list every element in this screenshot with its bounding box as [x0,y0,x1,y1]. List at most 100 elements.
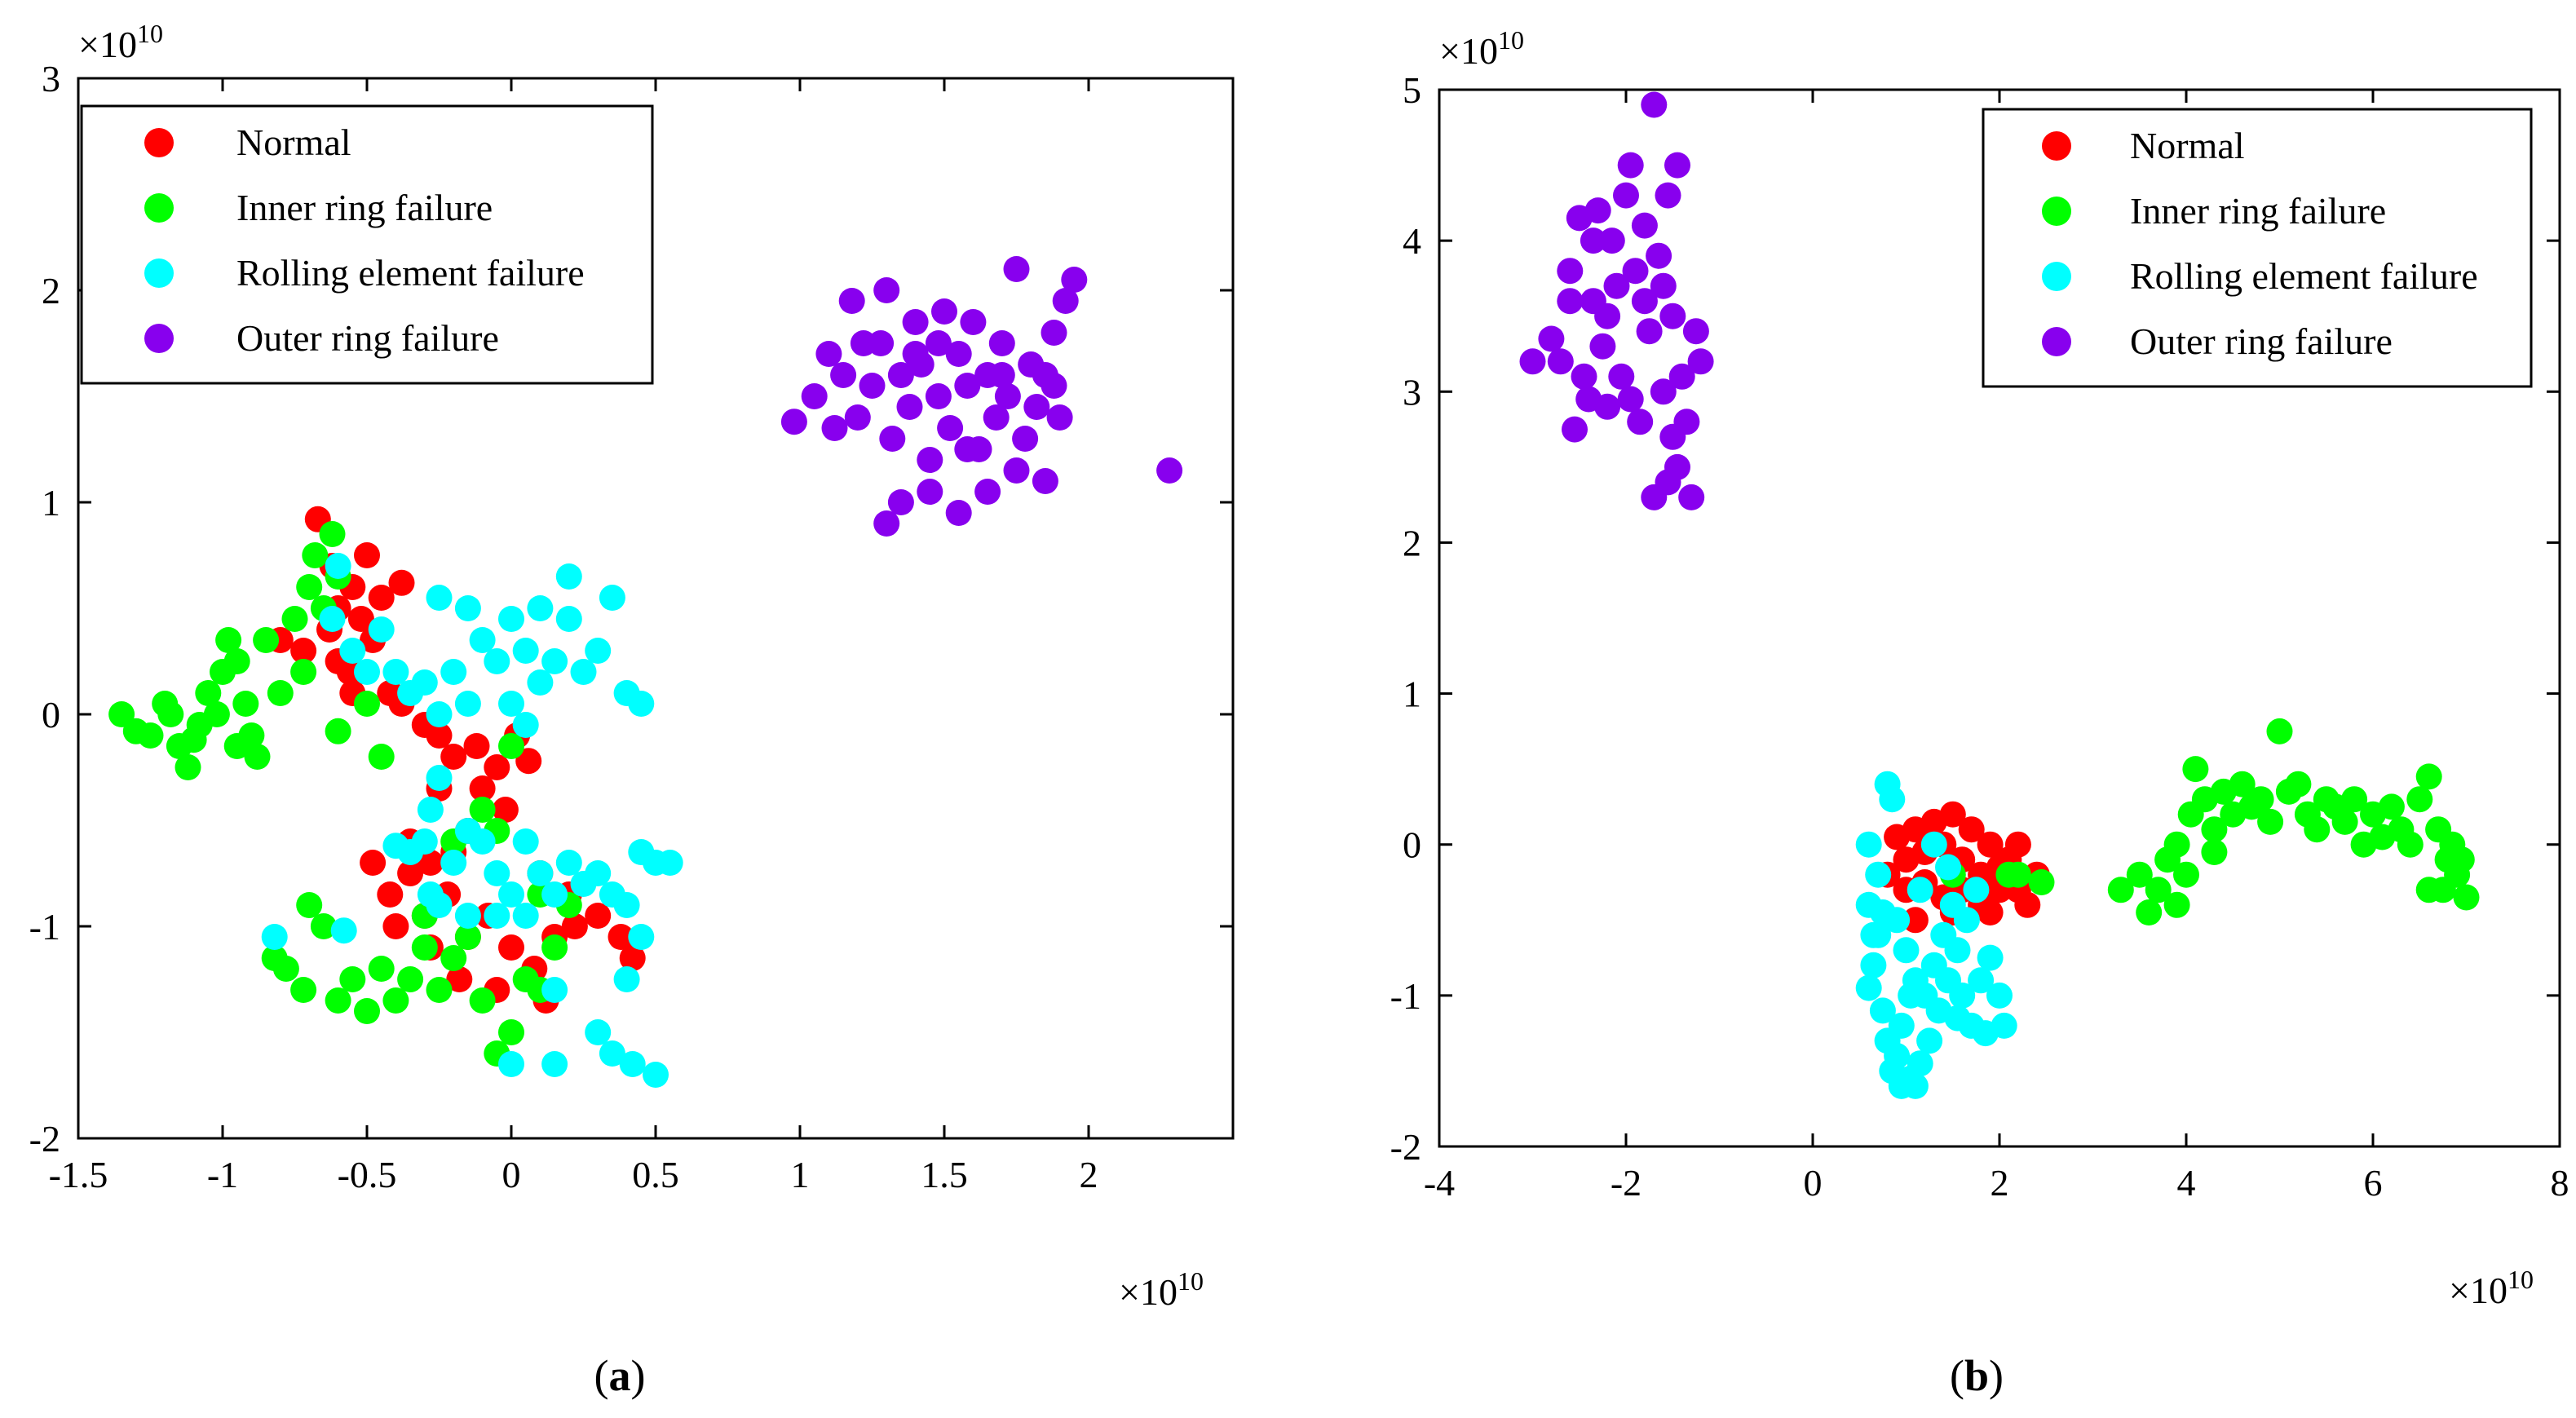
panel-b-point-outer [1617,386,1644,413]
panel-b-point-rolling [1860,921,1887,948]
panel-a-point-inner [426,977,453,1003]
panel-b-point-inner [2163,891,2190,918]
panel-b-point-inner [2304,816,2331,843]
panel-b-point-outer [1580,227,1606,254]
panel-a-point-rolling [656,850,683,876]
panel-a-point-outer [1003,457,1030,484]
panel-a-point-rolling [454,903,481,929]
panel-a-point-inner [223,733,250,759]
panel-a-point-inner [296,574,323,600]
panel-b-point-rolling [1879,786,1906,813]
panel-a-point-outer [879,426,906,452]
panel-a-point-inner [281,606,308,632]
panel-a-point-inner [498,733,524,759]
panel-a-point-outer [974,479,1001,505]
panel-a-point-normal [608,924,634,950]
panel-a-point-inner [469,987,496,1014]
panel-b-point-inner [2229,771,2256,797]
panel-a-point-outer [780,409,807,435]
panel-a-point-rolling [426,765,453,791]
panel-b-point-outer [1664,152,1690,179]
panel-a-point-rolling [498,881,524,908]
panel-a-point-inner [137,722,164,749]
panel-b-point-inner [2266,718,2293,744]
panel-a-point-normal [440,744,467,770]
panel-b-legend-label: Rolling element failure [2130,255,2478,297]
panel-b-point-rolling [1977,944,2004,971]
panel-a-point-rolling [354,659,380,685]
panel-a-point-inner [310,913,337,939]
panel-b-point-outer [1557,288,1584,315]
panel-a-point-inner [180,727,207,753]
panel-a-point-rolling [541,881,568,908]
panel-a-point-inner [215,627,242,653]
panel-a-point-outer [954,436,981,462]
panel-a-legend-label: Outer ring failure [236,317,499,359]
panel-a-point-inner [272,956,299,982]
panel-b-point-normal [1958,816,1985,843]
panel-a-point-inner [302,542,329,568]
panel-a-point-outer [887,489,914,515]
panel-b-point-normal [1977,831,2004,858]
panel-a-point-normal [377,881,404,908]
panel-a-point-inner [498,1019,524,1045]
panel-b-point-outer [1589,333,1616,360]
panel-b-point-rolling [1972,1020,1999,1047]
panel-a-point-rolling [411,669,438,696]
panel-a-point-outer [945,500,972,526]
panel-a-point-outer [815,341,842,367]
panel-b-point-rolling [1968,967,1995,994]
panel-b-legend-label: Outer ring failure [2130,320,2393,362]
panel-b-point-inner [2429,877,2456,903]
panel-b-point-inner [2028,869,2055,895]
panel-b-point-inner [2331,808,2358,835]
panel-b-y-tick-label: 4 [1403,220,1421,262]
panel-b-x-tick-label: 2 [1991,1162,2009,1204]
panel-a-point-outer [850,330,877,356]
panel-b-point-outer [1655,469,1681,496]
panel-b-point-rolling [1920,831,1947,858]
panel-b-point-rolling [1935,854,1961,881]
panel-b-point-inner [2126,861,2153,888]
panel-b-point-outer [1519,348,1546,375]
panel-a-point-rolling [512,903,539,929]
panel-a-point-outer [902,341,929,367]
panel-a-point-inner [368,956,395,982]
panel-a-point-rolling [541,648,568,674]
panel-a-point-normal [469,775,496,802]
panel-a-point-outer [801,383,828,409]
panel-b-point-outer [1627,409,1654,435]
panel-a-x-multiplier: ×1010 [1119,1266,1204,1313]
panel-b-point-outer [1641,91,1668,118]
panel-b-point-outer [1631,212,1658,239]
panel-a-point-normal [397,860,424,886]
panel-a-point-inner [382,987,409,1014]
panel-a-y-tick-label: 1 [42,482,60,523]
panel-b-point-outer [1687,348,1714,375]
panel-a-point-rolling [325,553,351,579]
panel-a-point-rolling [585,860,612,886]
panel-a-point-inner [175,754,201,780]
panel-b-point-inner [2453,884,2480,911]
panel-a-point-rolling [484,903,510,929]
panel-a-y-tick-label: 3 [42,58,60,99]
panel-b-y-tick-label: 5 [1403,69,1421,111]
panel-a-point-rolling [619,1051,646,1077]
panel-a-legend-marker [144,128,174,157]
panel-a-x-tick-label: -1 [207,1154,238,1195]
panel-a-point-inner [411,934,438,961]
panel-a-point-rolling [469,828,496,855]
panel-a-point-outer [821,415,848,441]
panel-a-y-tick-label: 0 [42,694,60,736]
panel-a-ticks: -1.5 -1 -0.5 0 0.5 1 1.5 2 -2 -1 0 1 2 3 [29,58,1233,1195]
panel-b-point-outer [1650,378,1677,405]
panel-b-point-inner [2257,808,2284,835]
panel-a-point-outer [954,373,981,399]
panel-a-x-tick-label: -1.5 [49,1154,108,1195]
panel-b-legend-box [1982,108,2533,388]
panel-a-y-tick-label: -2 [29,1118,60,1160]
panel-b-y-tick-label: 0 [1403,824,1421,866]
